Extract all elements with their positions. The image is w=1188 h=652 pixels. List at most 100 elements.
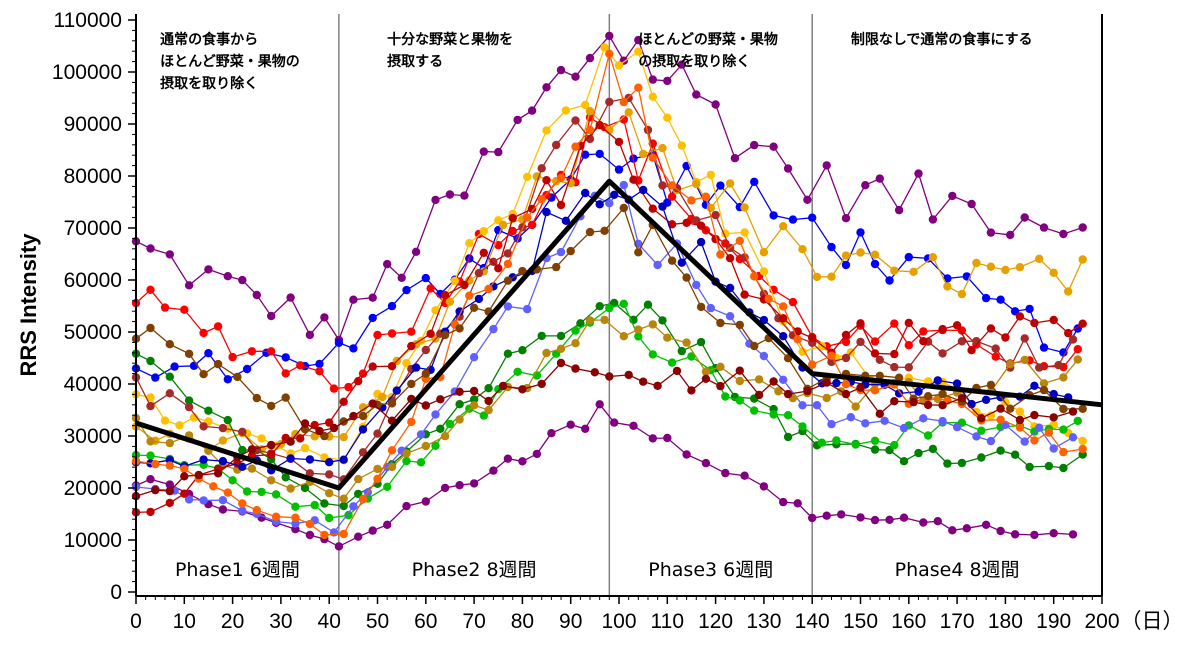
subject-series xyxy=(131,203,1087,441)
phase-annotation-text: 摂取する xyxy=(387,53,443,70)
subject-data-point xyxy=(494,147,503,157)
subject-data-point xyxy=(667,181,677,190)
subject-data-point xyxy=(977,453,986,462)
subject-data-point xyxy=(1078,436,1087,446)
y-tick-label: 10000 xyxy=(64,529,122,552)
subject-data-point xyxy=(764,294,773,303)
subject-data-point xyxy=(750,177,759,186)
subject-data-point xyxy=(585,107,595,116)
subject-data-point xyxy=(281,393,290,402)
subject-data-point xyxy=(484,384,493,393)
subject-data-point xyxy=(991,344,1000,353)
subject-data-point xyxy=(740,228,749,237)
subject-data-point xyxy=(465,239,474,248)
subject-data-point xyxy=(165,498,174,508)
subject-series xyxy=(131,298,1087,511)
subject-data-point xyxy=(1059,447,1068,457)
subject-data-point xyxy=(1006,230,1015,240)
subject-data-point xyxy=(407,417,416,427)
subject-data-point xyxy=(716,362,725,371)
subject-data-point xyxy=(774,387,783,396)
subject-data-point xyxy=(605,199,614,208)
subject-data-point xyxy=(981,520,991,529)
subject-data-point xyxy=(648,153,657,162)
subject-data-point xyxy=(160,416,170,425)
subject-data-point xyxy=(677,60,686,69)
subject-data-point xyxy=(503,349,513,358)
subject-data-point xyxy=(634,35,643,45)
subject-data-point xyxy=(890,349,899,359)
subject-data-point xyxy=(740,203,749,212)
subject-data-point xyxy=(238,462,247,471)
subject-data-point xyxy=(899,423,909,433)
subject-data-point xyxy=(421,369,430,378)
phase-label-background xyxy=(879,552,1036,584)
subject-data-point xyxy=(841,214,851,223)
x-tick-label: 70 xyxy=(462,610,485,633)
subject-data-point xyxy=(354,474,363,484)
subject-data-point xyxy=(146,285,155,294)
subject-data-point xyxy=(827,420,836,429)
subject-data-point xyxy=(725,312,735,321)
subject-data-point xyxy=(213,359,223,369)
subject-data-point xyxy=(310,500,319,510)
subject-data-point xyxy=(392,386,401,395)
subject-data-point xyxy=(1054,361,1063,370)
subject-data-point xyxy=(957,458,967,468)
subject-data-point xyxy=(165,486,174,496)
subject-data-point xyxy=(619,203,628,213)
subject-data-point xyxy=(923,400,933,410)
subject-data-point xyxy=(238,506,247,515)
subject-data-point xyxy=(489,324,498,334)
subject-data-point xyxy=(349,344,358,353)
subject-data-point xyxy=(165,340,174,349)
subject-data-point xyxy=(1015,312,1025,321)
phase-annotation-text: 摂取を取り除く xyxy=(160,75,258,92)
subject-data-point xyxy=(779,375,788,384)
subject-data-point xyxy=(180,464,189,473)
subject-data-point xyxy=(793,335,802,344)
subject-data-point xyxy=(822,161,831,170)
subject-data-point xyxy=(1030,436,1039,445)
subject-data-point xyxy=(967,346,976,355)
subject-data-point xyxy=(856,337,865,347)
subject-data-point xyxy=(479,226,488,236)
subject-data-point xyxy=(281,473,290,482)
subject-data-point xyxy=(373,474,382,483)
y-tick-label: 40000 xyxy=(64,373,122,396)
subject-data-point xyxy=(730,154,740,163)
subject-data-point xyxy=(648,75,657,84)
subject-data-point xyxy=(581,150,590,159)
subject-data-point xyxy=(407,341,416,351)
subject-data-point xyxy=(711,100,720,109)
subject-data-point xyxy=(904,318,913,328)
subject-data-point xyxy=(455,415,464,424)
subject-data-point xyxy=(175,421,184,430)
subject-data-point xyxy=(696,302,706,312)
subject-data-point xyxy=(407,327,416,336)
subject-data-point xyxy=(639,377,648,386)
subject-data-point xyxy=(368,293,377,302)
subject-data-point xyxy=(788,297,798,307)
subject-data-point xyxy=(894,373,904,382)
y-tick-label: 50000 xyxy=(64,321,122,344)
subject-data-point xyxy=(581,424,590,433)
subject-data-point xyxy=(851,440,860,449)
subject-data-point xyxy=(1001,265,1010,275)
subject-data-point xyxy=(986,380,996,390)
subject-data-point xyxy=(740,290,749,299)
y-tick-label: 110000 xyxy=(53,9,122,32)
subject-data-point xyxy=(494,264,503,273)
subject-data-point xyxy=(354,377,363,386)
subject-data-point xyxy=(986,262,996,271)
subject-data-point xyxy=(1078,444,1087,454)
subject-data-point xyxy=(368,313,377,323)
subject-data-point xyxy=(919,414,928,423)
subject-data-point xyxy=(991,352,1000,361)
subject-data-point xyxy=(605,49,614,58)
subject-data-point xyxy=(914,387,923,396)
subject-data-point xyxy=(783,164,793,173)
y-axis-label: RRS Intensity xyxy=(16,233,41,377)
